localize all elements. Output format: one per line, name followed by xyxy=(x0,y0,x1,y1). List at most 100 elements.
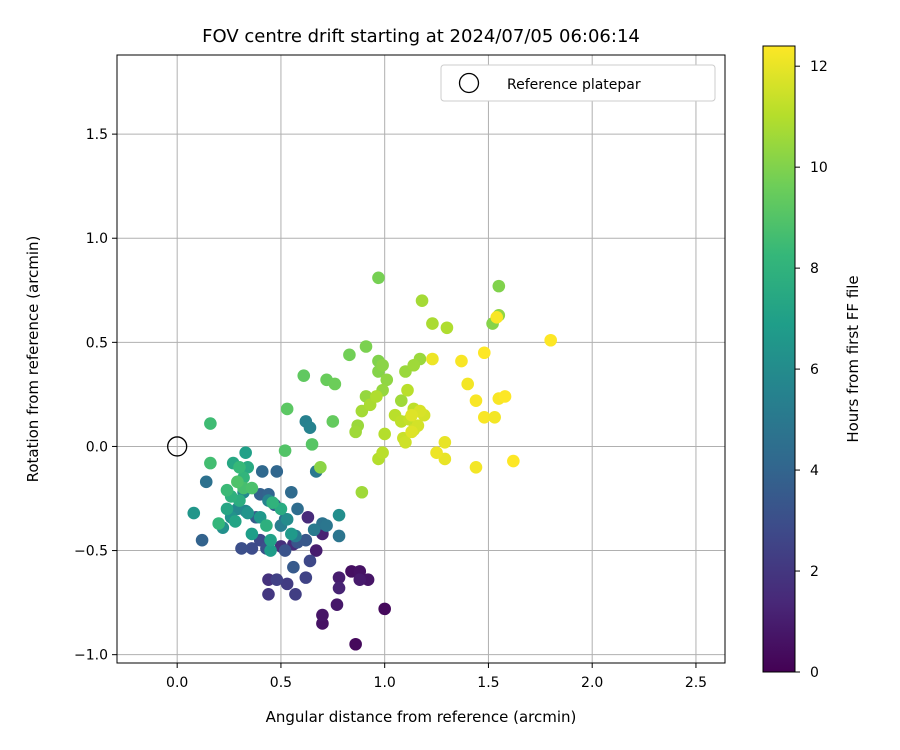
data-point xyxy=(278,444,292,457)
legend-reference-marker xyxy=(458,72,480,94)
data-point xyxy=(498,390,512,403)
data-point xyxy=(359,340,373,353)
data-point xyxy=(415,294,429,307)
x-tick-label: 0.5 xyxy=(270,675,292,691)
legend-entry-reference: Reference platepar xyxy=(507,77,641,93)
data-point xyxy=(187,506,201,520)
data-point xyxy=(299,533,313,547)
data-point xyxy=(330,598,344,611)
data-point xyxy=(262,587,275,601)
data-point xyxy=(260,519,273,532)
data-point xyxy=(314,460,327,474)
data-point xyxy=(255,465,269,478)
data-point xyxy=(378,427,391,441)
data-point xyxy=(399,435,412,449)
data-point xyxy=(544,333,557,347)
colorbar-ticks: 0 2 4 6 8 10 12 xyxy=(795,59,828,681)
data-point xyxy=(291,502,304,516)
data-point xyxy=(370,390,383,403)
data-point xyxy=(301,510,315,524)
plot-frame xyxy=(116,54,726,664)
data-point xyxy=(492,279,506,293)
data-point xyxy=(378,602,391,616)
data-point xyxy=(235,542,248,555)
data-point xyxy=(430,446,443,459)
legend-box xyxy=(440,64,716,102)
colorbar: 0 2 4 6 8 10 12 Hours from first FF file xyxy=(762,45,862,681)
data-point xyxy=(455,354,468,368)
data-point xyxy=(343,348,356,362)
data-point xyxy=(195,533,209,547)
data-point xyxy=(245,527,259,541)
reference-platepar-marker xyxy=(167,436,188,457)
data-point xyxy=(307,523,321,537)
colorbar-tick-label: 8 xyxy=(810,261,819,277)
data-point xyxy=(245,481,259,495)
y-tick-label: 0.5 xyxy=(86,335,108,351)
data-point xyxy=(349,637,362,651)
data-point xyxy=(228,515,242,528)
data-point xyxy=(405,425,418,439)
y-tick-label: 0.0 xyxy=(86,439,108,455)
data-point xyxy=(326,415,340,428)
data-point xyxy=(376,446,389,459)
reference-marker-group xyxy=(167,436,188,457)
data-point xyxy=(507,454,520,468)
data-point xyxy=(407,358,421,372)
y-tick-label: −1.0 xyxy=(74,648,108,664)
data-point xyxy=(303,421,317,435)
x-tick-label: 1.5 xyxy=(477,675,499,691)
data-point xyxy=(477,346,491,360)
data-point xyxy=(426,317,439,330)
data-point xyxy=(264,544,277,557)
data-point xyxy=(299,571,313,584)
data-point xyxy=(372,271,385,285)
y-axis-label: Rotation from reference (arcmin) xyxy=(24,236,42,483)
colorbar-tick-label: 4 xyxy=(810,463,819,479)
data-point xyxy=(394,394,408,407)
data-point xyxy=(488,411,501,424)
x-axis-ticks: 0.0 0.5 1.0 1.5 2.0 2.5 xyxy=(166,663,707,691)
data-point xyxy=(239,446,252,459)
y-tick-label: 1.0 xyxy=(86,231,108,247)
data-point xyxy=(349,425,362,439)
data-point xyxy=(320,519,333,532)
data-point xyxy=(297,369,311,382)
data-point xyxy=(289,587,302,601)
data-point xyxy=(353,573,367,587)
data-point xyxy=(204,417,217,430)
x-tick-label: 2.0 xyxy=(581,675,603,691)
data-point xyxy=(199,475,213,489)
x-tick-label: 2.5 xyxy=(685,675,707,691)
colorbar-tick-label: 12 xyxy=(810,59,828,75)
data-point xyxy=(426,352,439,366)
data-point xyxy=(241,506,255,520)
x-axis-label: Angular distance from reference (arcmin) xyxy=(266,708,577,726)
data-point xyxy=(287,560,300,574)
data-points xyxy=(187,271,557,651)
data-point xyxy=(303,554,317,568)
data-point xyxy=(438,435,452,449)
x-tick-label: 1.0 xyxy=(374,675,396,691)
data-point xyxy=(401,383,414,397)
data-point xyxy=(332,508,346,522)
data-point xyxy=(328,377,342,391)
data-point xyxy=(212,517,225,530)
data-point xyxy=(477,411,491,424)
data-point xyxy=(220,483,234,497)
chart-title: FOV centre drift starting at 2024/07/05 … xyxy=(202,26,640,47)
data-point xyxy=(280,402,294,416)
data-point xyxy=(285,485,298,499)
data-point xyxy=(220,502,234,516)
data-point xyxy=(490,311,504,324)
data-point xyxy=(469,460,483,474)
y-axis-ticks: −1.0 −0.5 0.0 0.5 1.0 1.5 xyxy=(74,127,117,664)
data-point xyxy=(305,438,319,451)
data-point xyxy=(461,377,474,391)
data-point xyxy=(280,577,294,591)
data-point xyxy=(332,529,346,543)
y-tick-label: −0.5 xyxy=(74,544,108,560)
colorbar-tick-label: 10 xyxy=(810,160,828,176)
legend: Reference platepar xyxy=(440,64,716,102)
